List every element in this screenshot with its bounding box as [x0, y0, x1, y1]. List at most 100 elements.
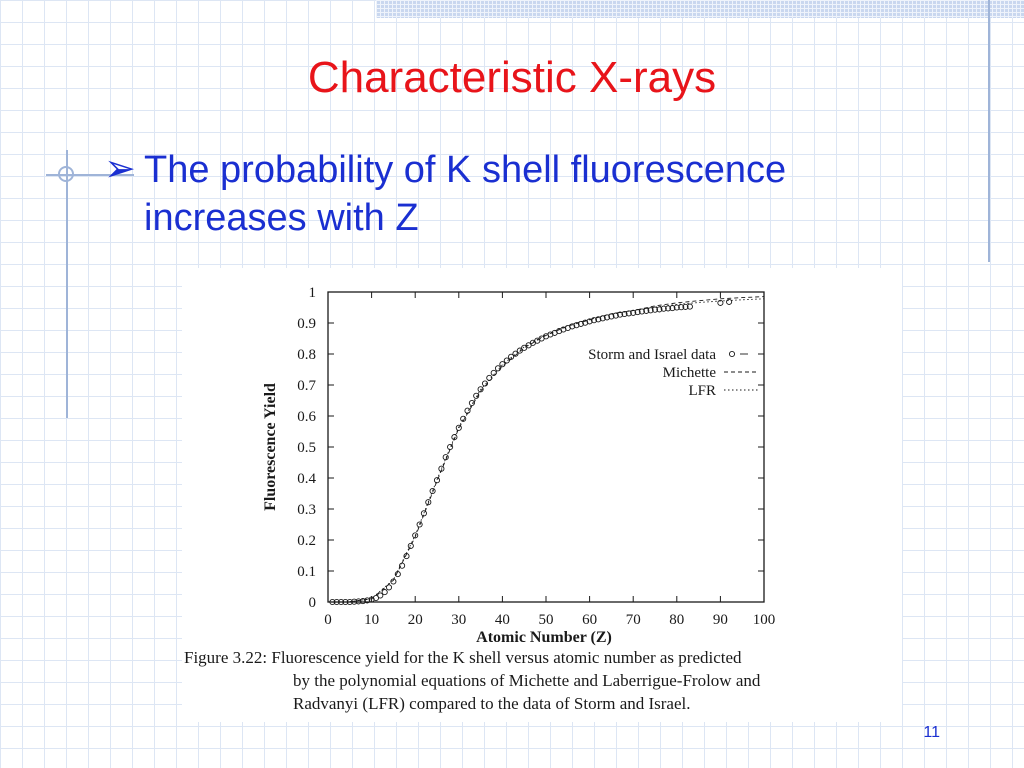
y-tick-label: 1	[309, 285, 317, 301]
data-point	[499, 361, 506, 368]
x-tick-label: 30	[451, 612, 466, 628]
data-point	[420, 510, 427, 517]
y-tick-label: 0.1	[297, 564, 316, 580]
data-point	[586, 318, 593, 325]
data-point	[381, 589, 388, 596]
data-point	[416, 521, 423, 528]
data-point	[412, 532, 419, 539]
legend-marker	[728, 350, 736, 358]
data-point	[665, 305, 672, 312]
y-tick-label: 0.4	[297, 471, 316, 487]
y-tick-label: 0.9	[297, 316, 316, 332]
data-point	[451, 434, 458, 441]
data-point	[477, 386, 484, 393]
x-tick-label: 60	[582, 612, 597, 628]
data-point	[512, 350, 519, 357]
y-tick-label: 0.8	[297, 347, 316, 363]
data-point	[599, 315, 606, 322]
decorative-circle	[58, 166, 74, 182]
data-point	[355, 598, 362, 605]
series-line-michette	[349, 296, 765, 603]
bullet-arrow-icon: ➢	[104, 148, 136, 190]
data-point	[595, 316, 602, 323]
data-point	[333, 598, 340, 606]
decorative-vertical-line-left	[66, 150, 68, 418]
data-point	[577, 320, 584, 327]
y-tick-label: 0.5	[297, 440, 316, 456]
y-tick-label: 0.2	[297, 533, 316, 549]
fluorescence-yield-chart: 0 10 20 30 40 50 60 70 80 90 100 0 0.1 0.2 0.3 0.4 0.5 0.…	[262, 285, 776, 646]
caption-line-3: Radvanyi (LFR) compared to the data of S…	[293, 694, 691, 713]
legend-label: Storm and Israel data	[588, 347, 716, 363]
y-tick-label: 0	[309, 595, 317, 611]
data-point	[603, 314, 611, 321]
data-point	[503, 357, 510, 364]
data-point	[651, 306, 659, 313]
data-point	[390, 578, 397, 585]
x-tick-label: 100	[753, 612, 776, 628]
y-axis-label: Fluorescence Yield	[262, 383, 279, 511]
legend-label: Michette	[663, 365, 717, 381]
caption-line-2: by the polynomial equations of Michette …	[293, 671, 761, 690]
data-point	[612, 312, 619, 319]
data-point	[573, 322, 580, 329]
data-point	[521, 344, 528, 351]
data-point	[656, 306, 663, 313]
data-point	[582, 319, 589, 326]
data-point	[660, 305, 667, 312]
data-point	[425, 499, 432, 506]
data-point	[621, 310, 628, 318]
data-point	[486, 374, 493, 381]
series-line-lfr	[349, 298, 765, 603]
data-point	[669, 305, 676, 312]
figure: 0 10 20 30 40 50 60 70 80 90 100 0 0.1 0.2 0.3 0.4 0.5 0.…	[182, 268, 902, 722]
data-point	[608, 313, 615, 320]
data-point	[438, 465, 445, 472]
data-point	[682, 303, 689, 310]
data-point	[617, 311, 624, 318]
data-point	[346, 598, 353, 606]
page-number: 11	[923, 724, 940, 741]
data-point	[399, 562, 406, 569]
slide-title: Characteristic X-rays	[307, 53, 717, 102]
data-point	[403, 553, 410, 560]
data-point	[464, 407, 471, 414]
data-point	[468, 399, 475, 407]
data-point	[429, 487, 436, 495]
bullet-line-1: The probability of K shell fluorescence	[144, 149, 787, 191]
data-point	[377, 592, 384, 599]
data-point	[625, 310, 632, 317]
bullet-line-2: increases with Z	[144, 197, 419, 239]
data-point	[508, 353, 515, 360]
figure-caption: Figure 3.22: Fluorescence yield for the …	[184, 646, 896, 715]
x-tick-label: 40	[495, 612, 510, 628]
data-point	[342, 598, 349, 606]
data-point	[647, 307, 654, 314]
y-tick-label: 0.3	[297, 502, 316, 518]
x-tick-label: 70	[626, 612, 641, 628]
data-point	[490, 369, 497, 376]
x-axis-label: Atomic Number (Z)	[476, 629, 612, 646]
x-tick-label: 80	[669, 612, 684, 628]
data-point	[590, 317, 598, 324]
data-point	[516, 347, 523, 354]
data-point	[630, 309, 637, 316]
data-point	[442, 454, 449, 461]
caption-label: Figure 3.22:	[184, 648, 268, 667]
data-point	[678, 304, 685, 311]
data-point	[447, 443, 454, 451]
y-tick-label: 0.7	[297, 378, 316, 394]
data-point	[494, 365, 502, 372]
data-point	[394, 571, 401, 578]
x-tick-label: 0	[324, 612, 332, 628]
data-point	[638, 308, 645, 315]
data-point	[717, 299, 724, 306]
data-point	[686, 303, 693, 310]
data-point	[385, 584, 393, 591]
x-tick-label: 50	[539, 612, 554, 628]
data-point	[359, 598, 366, 605]
bullet-text: The probability of K shell fluorescence …	[144, 146, 944, 242]
data-point	[726, 298, 733, 305]
data-point	[433, 477, 441, 484]
x-tick-label: 20	[408, 612, 423, 628]
